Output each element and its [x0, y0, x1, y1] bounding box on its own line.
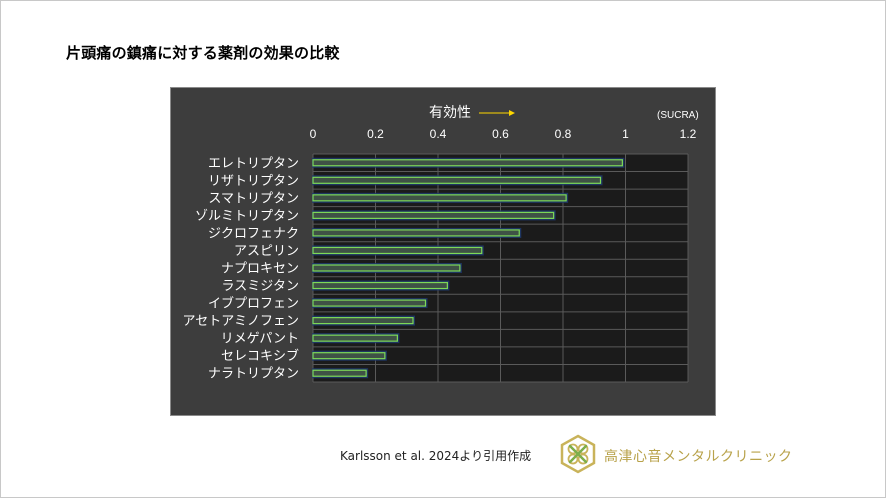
bar [312, 264, 461, 272]
category-label: アセトアミノフェン [183, 314, 299, 329]
bar [312, 352, 386, 360]
category-label: リメゲパント [221, 332, 299, 347]
category-label: ナラトリプタン [208, 367, 299, 382]
bar [312, 194, 567, 202]
tick-label: 0.2 [367, 127, 384, 141]
bar [312, 159, 623, 167]
category-label: ゾルミトリプタン [195, 209, 299, 224]
bar [312, 211, 555, 219]
axis-title: 有効性 [429, 104, 471, 120]
category-label: ナプロキセン [221, 262, 299, 277]
tick-label: 0 [310, 127, 317, 141]
bar [312, 369, 367, 377]
category-label: イブプロフェン [208, 296, 299, 312]
grid-lines [312, 153, 689, 383]
axis-arrow-head [509, 110, 515, 116]
bar-series [312, 157, 625, 379]
bar [312, 246, 483, 255]
category-label: スマトリプタン [208, 191, 299, 206]
category-label: ジクロフェナク [208, 226, 299, 241]
chart-panel: エレトリプタン リザトリプタン スマトリプタンゾルミトリプタンジクロフェナクアスピリ… [170, 87, 716, 416]
bar [312, 229, 520, 237]
bar [312, 334, 398, 342]
clinic-name: 高津心音メンタルクリニック [604, 449, 793, 465]
bar-chart: エレトリプタンリザトリプタンスマトリプタンゾルミトリプタンジクロフェナクアスピリ… [183, 104, 699, 383]
category-label: リザトリプタン [208, 174, 299, 189]
bar [312, 281, 448, 290]
category-label: エレトリプタン [208, 156, 299, 171]
slide-title: 片頭痛の鎮痛に対する薬剤の効果の比較 [66, 44, 340, 62]
category-label: セレコキシブ [221, 348, 299, 364]
tick-label: 1 [622, 127, 629, 141]
tick-label: 0.4 [430, 127, 447, 141]
bar [312, 176, 602, 184]
tick-label: 1.2 [680, 127, 697, 141]
tick-label: 0.8 [555, 127, 572, 141]
category-label: アスピリン [234, 244, 299, 259]
category-labels: エレトリプタンリザトリプタンスマトリプタンゾルミトリプタンジクロフェナクアスピリ… [183, 156, 299, 381]
clinic-logo-icon [560, 434, 596, 474]
category-label: ラスミジタン [222, 279, 299, 294]
tick-labels: 0 0.2 0.4 0.6 0.8 1 1.2 [310, 127, 697, 141]
tick-label: 0.6 [492, 127, 509, 141]
metric-label: (SUCRA) [657, 110, 699, 121]
bar [312, 299, 427, 307]
bar [312, 317, 414, 325]
citation: Karlsson et al. 2024より引用作成 [340, 449, 532, 463]
